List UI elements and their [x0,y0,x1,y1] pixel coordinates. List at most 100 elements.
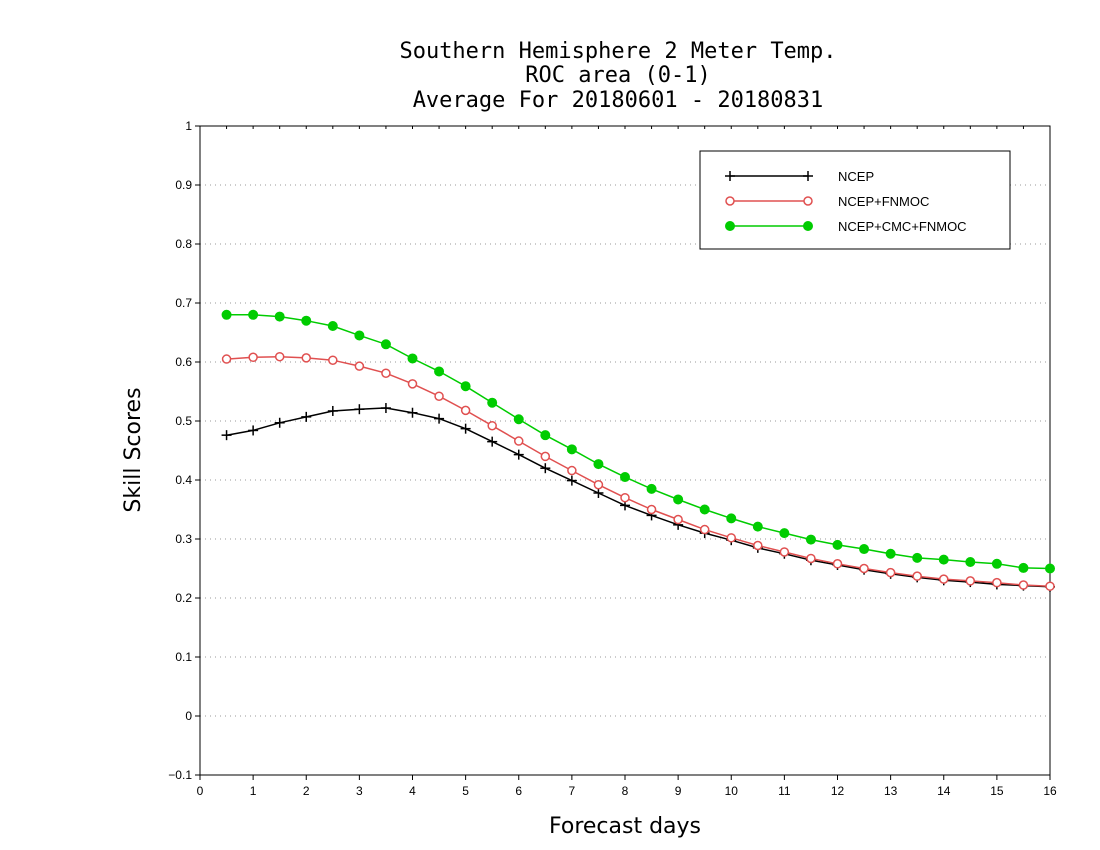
legend-marker [803,196,813,206]
data-point [434,366,445,377]
data-point [805,534,816,545]
title-line-2: ROC area (0-1) [525,63,710,88]
data-point [567,465,577,476]
data-point [779,547,790,557]
legend-marker [725,196,735,206]
y-tick-label: 0.8 [175,237,192,251]
legend-box [699,150,1011,250]
series-line [226,355,1051,587]
data-point [513,449,524,460]
data-point [1018,562,1029,573]
data-point [274,311,285,322]
data-point [593,479,604,490]
series-line [226,407,1051,588]
data-point [566,475,577,486]
y-tick-label: 0.7 [175,296,192,310]
data-point [248,425,259,436]
x-tick-label: 5 [462,784,469,798]
data-point [248,309,259,320]
data-point [726,513,737,524]
y-tick-label: 0.1 [175,650,192,664]
data-point [832,539,843,550]
x-tick-label: 9 [675,784,682,798]
legend-marker [803,221,813,231]
x-tick-label: 7 [569,784,576,798]
y-tick-label: 0 [185,709,192,723]
data-point [434,391,444,401]
y-axis-title: Skill Scores [121,387,146,512]
data-point [221,309,232,320]
data-point [301,353,311,363]
x-tick-label: 15 [990,784,1004,798]
data-point [673,514,683,525]
data-point [354,330,365,341]
legend-entry: NCEP [725,169,874,184]
x-axis-title: Forecast days [549,814,701,839]
legend-marker [725,171,735,181]
data-point [460,423,471,434]
data-point [593,487,604,498]
series-1 [221,351,1055,591]
legend-entry: NCEP+FNMOC [725,194,929,209]
data-point [274,351,285,362]
data-point [407,353,418,364]
data-point [514,436,524,446]
x-tick-label: 12 [831,784,845,798]
data-point [327,321,338,332]
data-point [540,430,551,441]
gridlines [200,184,1050,717]
x-tick-label: 4 [409,784,416,798]
data-point [832,559,843,569]
legend-label: NCEP [838,169,874,184]
data-point [806,553,816,564]
data-point [380,339,391,350]
legend-label: NCEP+CMC+FNMOC [838,219,967,234]
data-point [885,567,896,578]
data-point [354,361,365,371]
data-point [939,574,949,584]
data-point [487,420,497,431]
data-point [328,355,338,365]
data-point [540,451,551,462]
data-point [620,472,630,483]
legend-entry: NCEP+CMC+FNMOC [725,219,967,234]
y-tick-label: 0.4 [175,473,192,487]
data-point [593,459,604,470]
data-point [646,483,657,494]
x-tick-label: 3 [356,784,363,798]
data-point [779,528,790,539]
data-series [221,309,1055,592]
data-point [540,463,551,474]
data-point [752,521,763,532]
legend-marker [803,171,813,181]
data-point [938,554,949,565]
y-tick-label: 0.5 [175,414,192,428]
data-point [912,571,922,581]
data-point [1045,581,1055,591]
data-point [487,397,498,408]
x-tick-label: 14 [937,784,951,798]
data-point [513,414,524,425]
y-tick-label: 1 [185,119,192,133]
data-point [380,403,391,414]
series-0 [221,403,1055,592]
data-point [566,444,577,455]
axes: −0.100.10.20.30.40.50.60.70.80.910 1 2 3 4 5 6… [168,119,1057,798]
x-tick-label: 10 [725,784,739,798]
data-point [301,315,312,326]
data-point [1018,580,1029,590]
data-point [753,540,763,551]
x-tick-label: 8 [622,784,629,798]
data-point [274,417,285,428]
x-tick-label: 1 [250,784,257,798]
x-tick-label: 13 [884,784,898,798]
y-tick-label: 0.9 [175,178,192,192]
x-tick-label: 6 [515,784,522,798]
legend-label: NCEP+FNMOC [838,194,929,209]
data-point [460,405,471,416]
title-line-3: Average For 20180601 - 20180831 [413,88,824,113]
data-point [407,407,418,418]
data-point [912,552,923,563]
y-tick-label: 0.2 [175,591,192,605]
data-point [381,368,391,378]
